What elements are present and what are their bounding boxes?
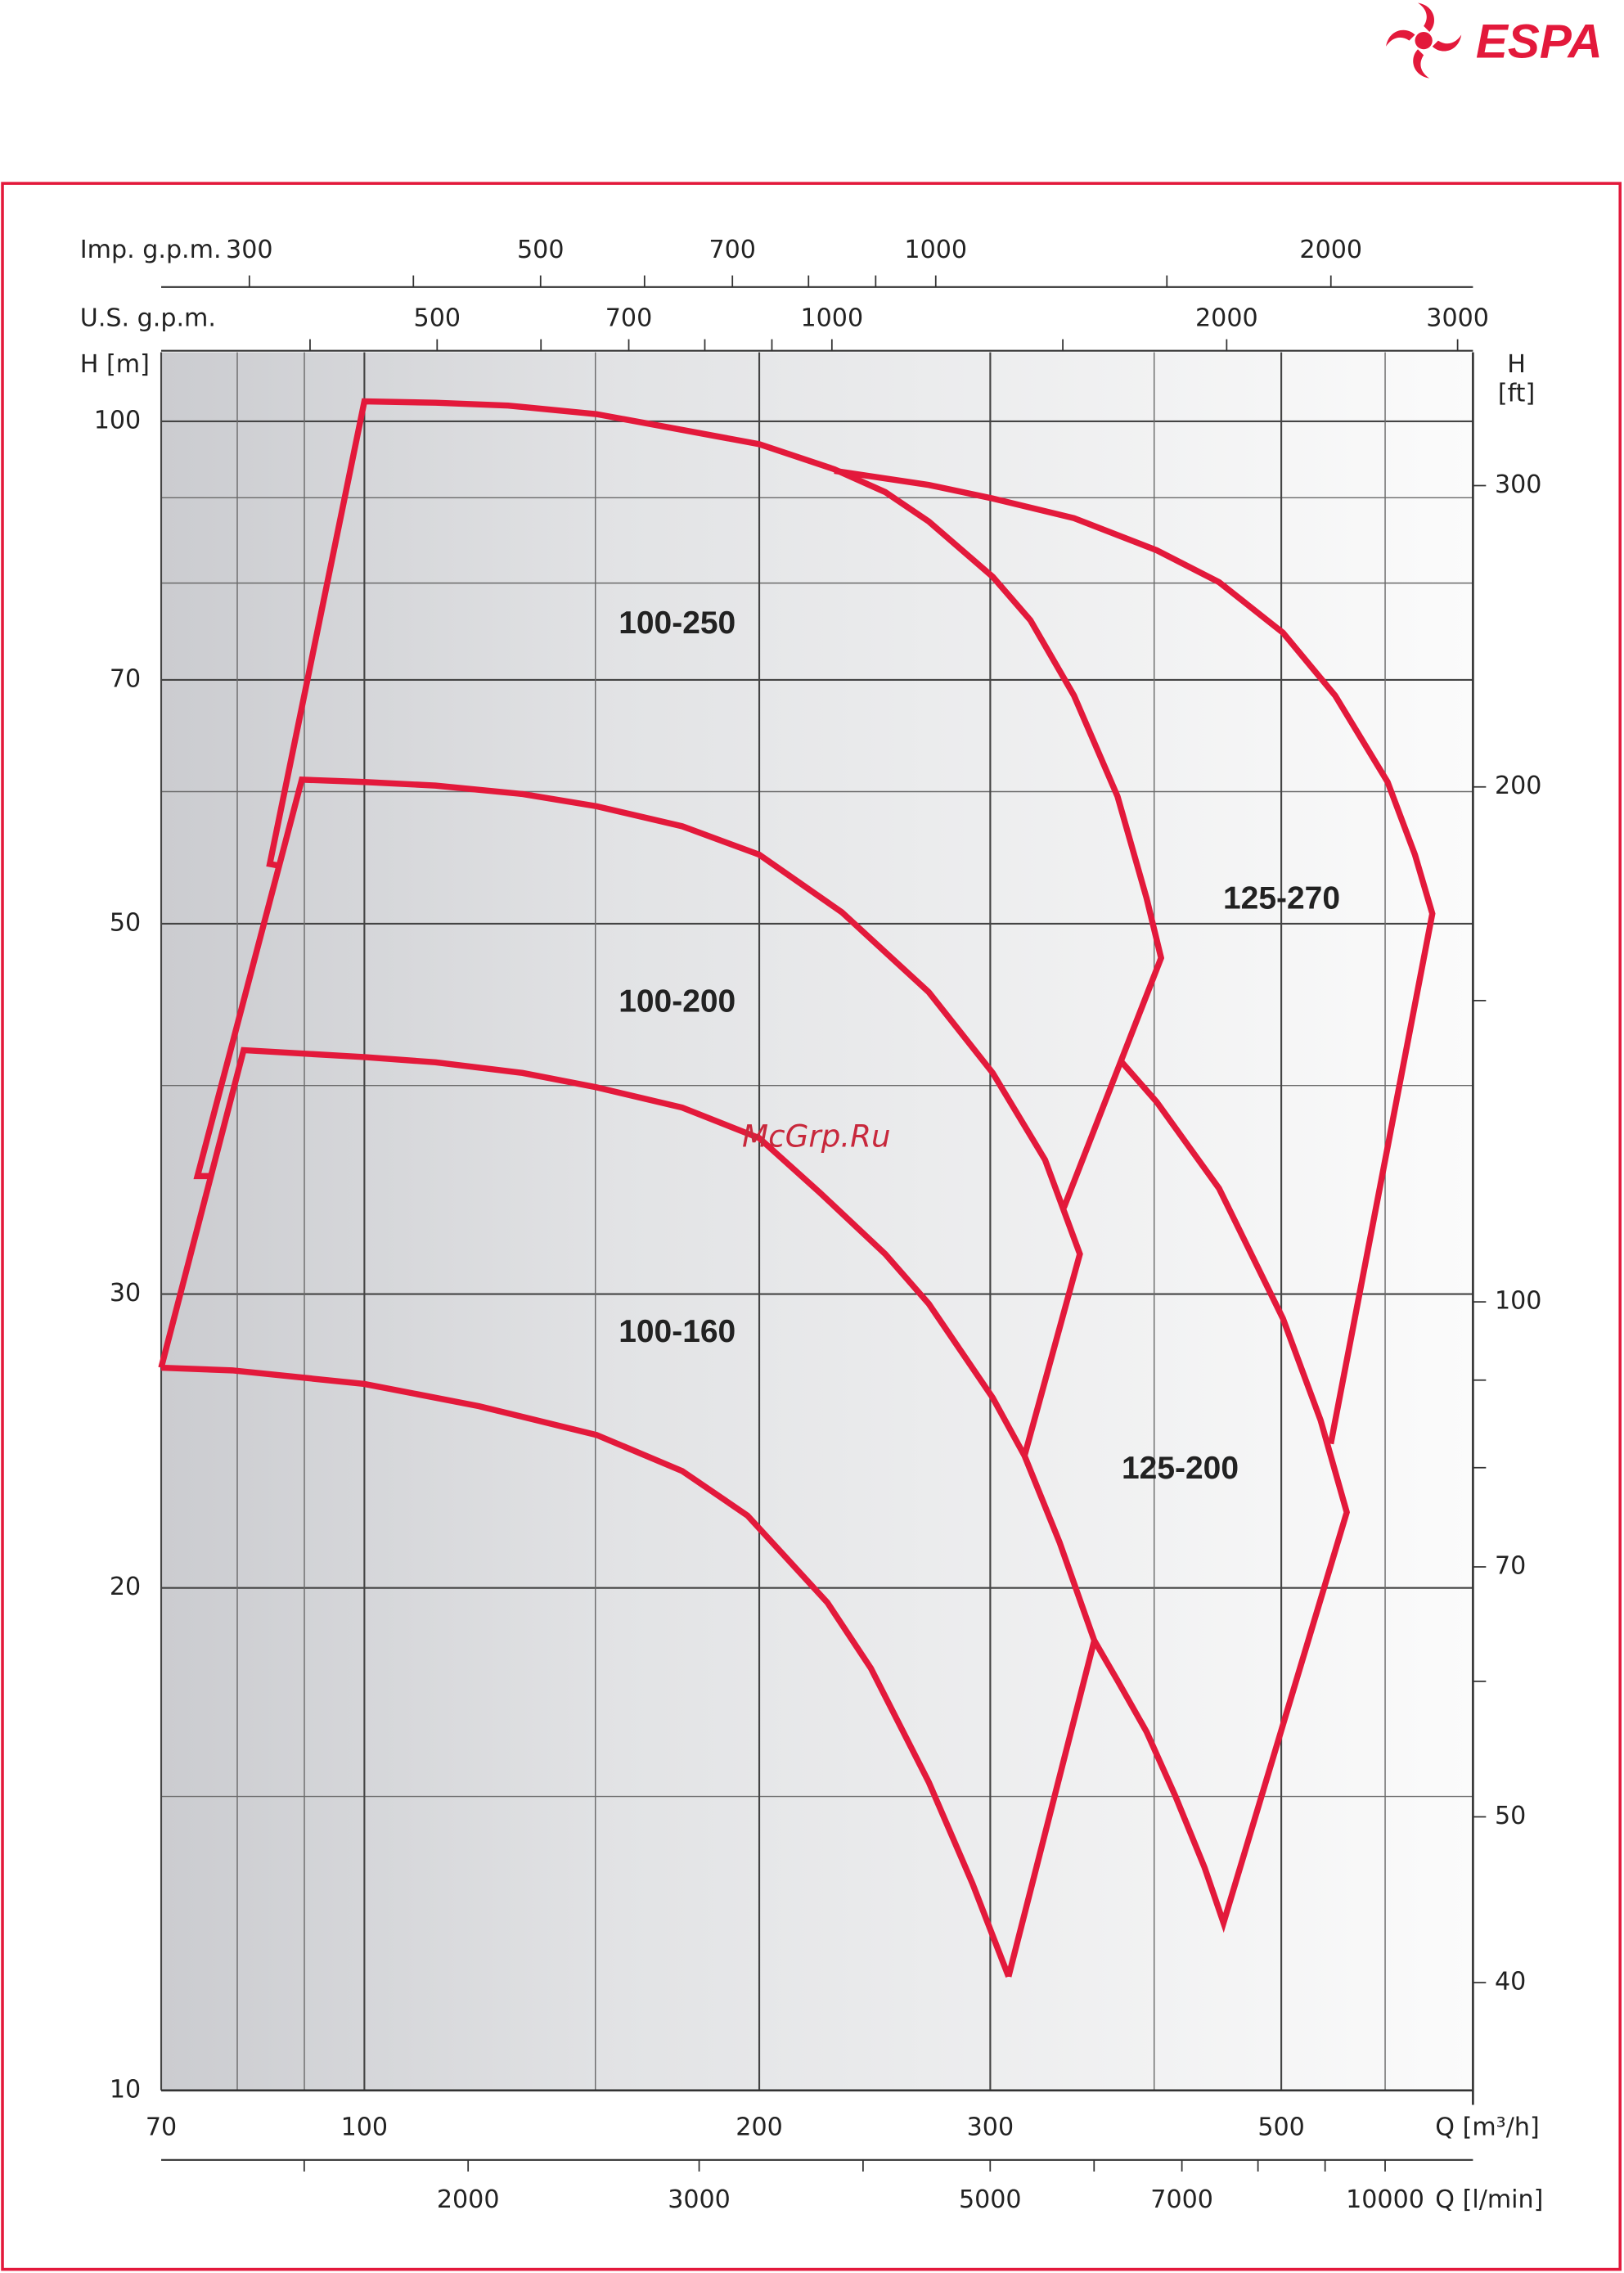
y-tick-label: 70 <box>110 664 141 693</box>
region-label: 100-250 <box>619 605 736 641</box>
x2-axis-label: Q [l/min] <box>1435 2185 1543 2214</box>
region-label: 125-200 <box>1122 1451 1239 1486</box>
x4-axis-label: Imp. g.p.m. <box>80 236 222 264</box>
logo-icon <box>1386 2 1462 79</box>
x4-tick-label: 700 <box>709 236 755 264</box>
x3-tick-label: 500 <box>414 304 461 332</box>
axes: 10 20 30 50 70 100 70 100 200 300 500 Q [m³/h] H [m]… <box>80 236 1544 2214</box>
range-curve <box>834 467 1436 1445</box>
y2-tick-label: 100 <box>1495 1287 1541 1316</box>
x3-tick-label: 2000 <box>1195 304 1258 332</box>
range-curve <box>266 398 1165 1209</box>
x2-tick-label: 7000 <box>1150 2185 1213 2214</box>
x-tick-label: 100 <box>341 2113 388 2141</box>
x4-tick-label: 2000 <box>1299 236 1362 264</box>
x4-tick-label: 500 <box>517 236 564 264</box>
y2-axis-label: H <box>1507 350 1526 379</box>
y2-tick-label: 50 <box>1495 1802 1526 1830</box>
region-label: 100-200 <box>619 983 736 1019</box>
y-tick-label: 50 <box>110 908 141 937</box>
logo: ESPA <box>1386 2 1603 79</box>
y-tick-label: 10 <box>110 2075 141 2104</box>
frame <box>1 182 1622 2271</box>
range-curve <box>193 776 1083 1457</box>
x4-tick-label: 1000 <box>904 236 967 264</box>
y-axis-label: H [m] <box>80 350 150 379</box>
watermark: McGrp.Ru <box>742 1118 890 1154</box>
y2-tick-label: 200 <box>1495 772 1541 800</box>
x3-tick-label: 700 <box>605 304 652 332</box>
x3-tick-label: 3000 <box>1426 304 1489 332</box>
x-axis-label: Q [m³/h] <box>1435 2113 1539 2141</box>
x2-tick-label: 2000 <box>437 2185 500 2214</box>
region-label: 100-160 <box>619 1314 736 1349</box>
logo-text: ESPA <box>1476 15 1603 68</box>
x-tick-label: 70 <box>146 2113 177 2141</box>
x4-tick-label: 300 <box>226 236 272 264</box>
x-tick-label: 500 <box>1257 2113 1304 2141</box>
y2-tick-label: 300 <box>1495 470 1541 499</box>
x3-axis-label: U.S. g.p.m. <box>80 304 216 332</box>
x-tick-label: 200 <box>736 2113 782 2141</box>
x2-tick-label: 10000 <box>1346 2185 1424 2214</box>
x3-tick-label: 1000 <box>801 304 864 332</box>
range-curve <box>158 1046 1098 1978</box>
x-tick-label: 300 <box>967 2113 1014 2141</box>
y2-tick-label: 40 <box>1495 1968 1526 1996</box>
curves: 100-250 125-270 100-200 125-200 100-160 <box>158 398 1436 1978</box>
y-tick-label: 100 <box>94 406 141 434</box>
region-label: 125-270 <box>1223 881 1340 916</box>
range-curve <box>1091 1060 1351 1933</box>
y2-tick-label: 70 <box>1495 1551 1526 1580</box>
grid <box>160 352 1473 2091</box>
y2-axis-label: [ft] <box>1498 379 1535 407</box>
x2-tick-label: 5000 <box>959 2185 1022 2214</box>
x2-tick-label: 3000 <box>668 2185 731 2214</box>
plot-background <box>161 352 1473 2091</box>
y-tick-label: 30 <box>110 1279 141 1308</box>
y-tick-label: 20 <box>110 1573 141 1601</box>
